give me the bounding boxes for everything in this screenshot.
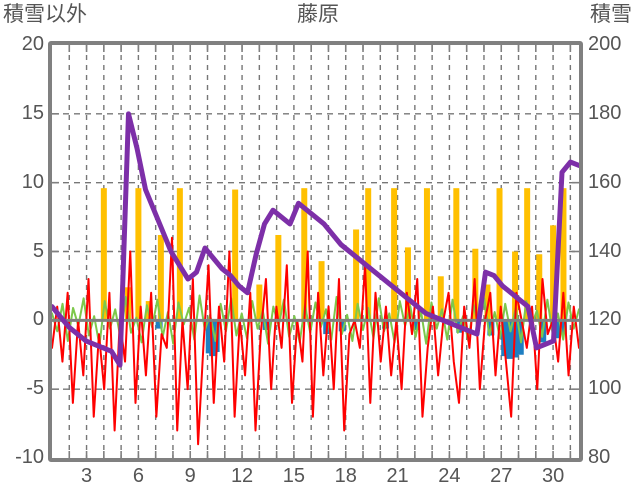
sunshine-bar [484, 284, 491, 321]
right-axis-tick-label: 100 [588, 377, 622, 400]
right-axis-tick-label: 180 [588, 101, 622, 124]
x-axis-tick-label: 9 [184, 465, 196, 487]
precipitation-bar [338, 320, 346, 332]
axis-tick-marks [52, 45, 579, 458]
right-axis-tick-label: 160 [588, 170, 622, 193]
x-axis-tick-label: 18 [334, 465, 357, 487]
x-axis-tick-label: 24 [438, 465, 461, 487]
sunshine-bar [423, 188, 430, 321]
sunshine-bar [365, 188, 372, 321]
sunshine-bar [176, 188, 183, 321]
left-axis-tick-label: 15 [21, 101, 44, 124]
sunshine-bar [496, 188, 503, 321]
left-axis-tick-label: -5 [26, 377, 44, 400]
sunshine-bar [100, 188, 107, 321]
left-axis-tick-label: -10 [15, 446, 44, 468]
sunshine-bar [353, 229, 360, 321]
x-axis-tick-label: 30 [541, 465, 565, 487]
sunshine-bar [157, 234, 164, 321]
sunshine-bar [275, 234, 282, 321]
x-axis-tick-label: 21 [386, 465, 409, 487]
left-axis-tick-label: 5 [32, 239, 44, 262]
snow-depth-purple-line [52, 111, 579, 368]
precipitation-bar [155, 320, 163, 329]
sunshine-bar [536, 254, 543, 321]
x-axis-tick-label: 3 [80, 465, 93, 487]
precipitation-bar [559, 320, 567, 335]
sunshine-bar [318, 261, 325, 321]
right-axis-title: 積雪 [590, 3, 632, 26]
sunshine-bar [404, 247, 411, 321]
x-axis-tick-label: 12 [230, 465, 254, 487]
left-axis-tick-label: 20 [21, 33, 44, 55]
right-axis-ticks: 200 180 160 140 120 100 80 [588, 0, 636, 501]
sunshine-bar [524, 188, 531, 321]
right-axis-tick-label: 200 [588, 33, 622, 55]
precipitation-bar [413, 320, 421, 330]
x-axis-tick-label: 27 [490, 465, 513, 487]
left-axis-title: 積雪以外 [3, 3, 87, 26]
sunshine-bar [453, 188, 460, 321]
right-axis-tick-label: 140 [588, 239, 622, 262]
precipitation-bar [262, 320, 270, 330]
sunshine-bar [232, 189, 239, 321]
right-axis-tick-label: 80 [588, 446, 611, 468]
temperature-red-line [52, 236, 579, 446]
sunshine-bar [560, 188, 567, 321]
plot-canvas [52, 45, 579, 458]
left-axis-tick-label: 10 [21, 170, 44, 193]
precipitation-bar [506, 320, 514, 359]
page-title: 藤原 [297, 3, 339, 26]
sunshine-bars [100, 188, 567, 321]
sunshine-bar [301, 188, 308, 321]
left-axis-tick-label: 0 [32, 308, 44, 331]
sunshine-bar [135, 188, 142, 321]
sunshine-bar [256, 284, 263, 321]
plot-area [48, 41, 583, 462]
right-axis-tick-label: 120 [588, 308, 622, 331]
left-axis-ticks: 20 15 10 5 0 -5 -10 [0, 0, 44, 501]
x-axis-tick-label: 6 [132, 465, 144, 487]
sunshine-bar [512, 251, 519, 321]
sunshine-bar [550, 225, 557, 321]
sunshine-bar [391, 188, 398, 321]
sunshine-bar [437, 276, 444, 321]
x-axis-tick-label: 15 [282, 465, 306, 487]
